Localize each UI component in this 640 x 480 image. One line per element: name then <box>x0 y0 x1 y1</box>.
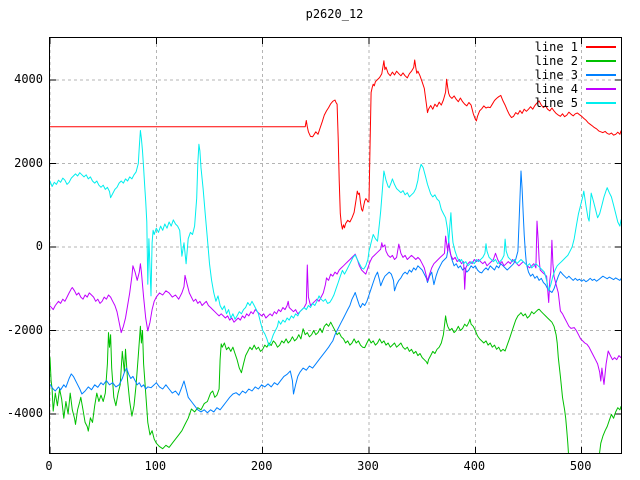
series-line-4 <box>50 220 621 385</box>
x-tick-label: 400 <box>463 459 486 473</box>
legend-row: line 4 <box>535 82 616 96</box>
plot-area <box>49 37 622 454</box>
chart-title: p2620_12 <box>305 7 364 21</box>
x-tick-label: 500 <box>569 459 592 473</box>
y-tick-label: 4000 <box>14 72 43 86</box>
y-tick-label: -2000 <box>6 322 43 337</box>
legend-label: line 3 <box>534 68 578 82</box>
x-tick-label: 200 <box>250 459 273 473</box>
legend-label: line 1 <box>534 40 578 54</box>
x-tick-label: 100 <box>144 459 167 473</box>
y-tick-label: 0 <box>35 239 43 253</box>
series-line-2 <box>50 308 621 453</box>
y-tick-label: -4000 <box>6 406 43 420</box>
series-line-3 <box>50 170 621 414</box>
series-line-5 <box>50 130 621 347</box>
y-tick-label: 2000 <box>14 155 43 170</box>
legend: line 1 line 2 line 3 line 4 line 5 <box>535 40 616 110</box>
legend-row: line 3 <box>535 68 616 82</box>
legend-row: line 2 <box>535 54 616 68</box>
plot-svg <box>50 38 621 453</box>
legend-line-sample <box>586 60 616 62</box>
legend-line-sample <box>586 74 616 76</box>
legend-line-sample <box>586 102 616 104</box>
legend-row: line 5 <box>535 96 616 110</box>
legend-label: line 2 <box>534 54 578 68</box>
legend-line-sample <box>586 46 616 48</box>
legend-line-sample <box>586 88 616 90</box>
legend-label: line 4 <box>534 82 578 96</box>
legend-label: line 5 <box>534 96 578 110</box>
x-tick-label: 0 <box>45 459 53 473</box>
x-tick-label: 300 <box>357 459 379 473</box>
series-line-1 <box>50 59 621 230</box>
legend-row: line 1 <box>535 40 616 54</box>
